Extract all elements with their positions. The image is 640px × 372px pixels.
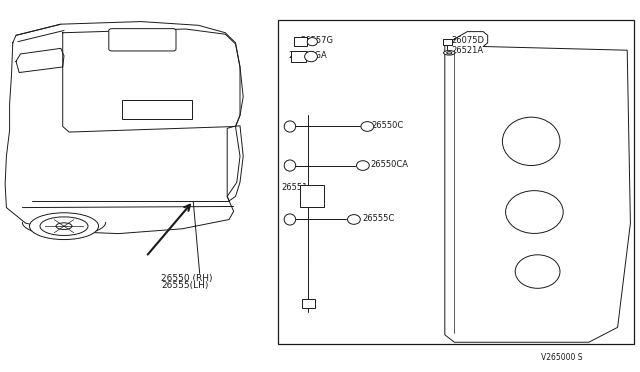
Ellipse shape bbox=[502, 117, 560, 166]
Bar bbox=[122, 100, 192, 119]
Text: 26557G: 26557G bbox=[301, 36, 334, 45]
Bar bbox=[443, 39, 452, 45]
FancyBboxPatch shape bbox=[109, 29, 176, 51]
Text: 26551: 26551 bbox=[282, 183, 308, 192]
Bar bbox=[278, 20, 634, 344]
Ellipse shape bbox=[348, 215, 360, 224]
Text: V265000 S: V265000 S bbox=[541, 353, 582, 362]
Ellipse shape bbox=[447, 52, 452, 54]
Ellipse shape bbox=[515, 255, 560, 288]
Ellipse shape bbox=[284, 160, 296, 171]
Ellipse shape bbox=[284, 121, 296, 132]
Ellipse shape bbox=[444, 51, 455, 55]
Text: 26550CA: 26550CA bbox=[370, 160, 408, 169]
Ellipse shape bbox=[40, 217, 88, 235]
Bar bbox=[291, 51, 306, 62]
Text: 26555C: 26555C bbox=[362, 214, 394, 223]
Ellipse shape bbox=[361, 122, 374, 131]
Text: 26550 (RH): 26550 (RH) bbox=[161, 274, 212, 283]
Ellipse shape bbox=[29, 213, 99, 240]
Text: 26075D: 26075D bbox=[451, 36, 484, 45]
Bar bbox=[294, 37, 307, 46]
Ellipse shape bbox=[305, 51, 317, 62]
Ellipse shape bbox=[307, 38, 317, 46]
Text: 26550C: 26550C bbox=[372, 121, 404, 130]
Bar bbox=[302, 299, 315, 308]
Text: 26557GA: 26557GA bbox=[288, 51, 327, 60]
Bar bbox=[300, 185, 324, 207]
Ellipse shape bbox=[356, 161, 369, 170]
Ellipse shape bbox=[506, 191, 563, 234]
Text: 26555(LH): 26555(LH) bbox=[161, 281, 209, 290]
Text: 26521A: 26521A bbox=[451, 46, 483, 55]
Ellipse shape bbox=[56, 223, 72, 230]
Ellipse shape bbox=[284, 214, 296, 225]
